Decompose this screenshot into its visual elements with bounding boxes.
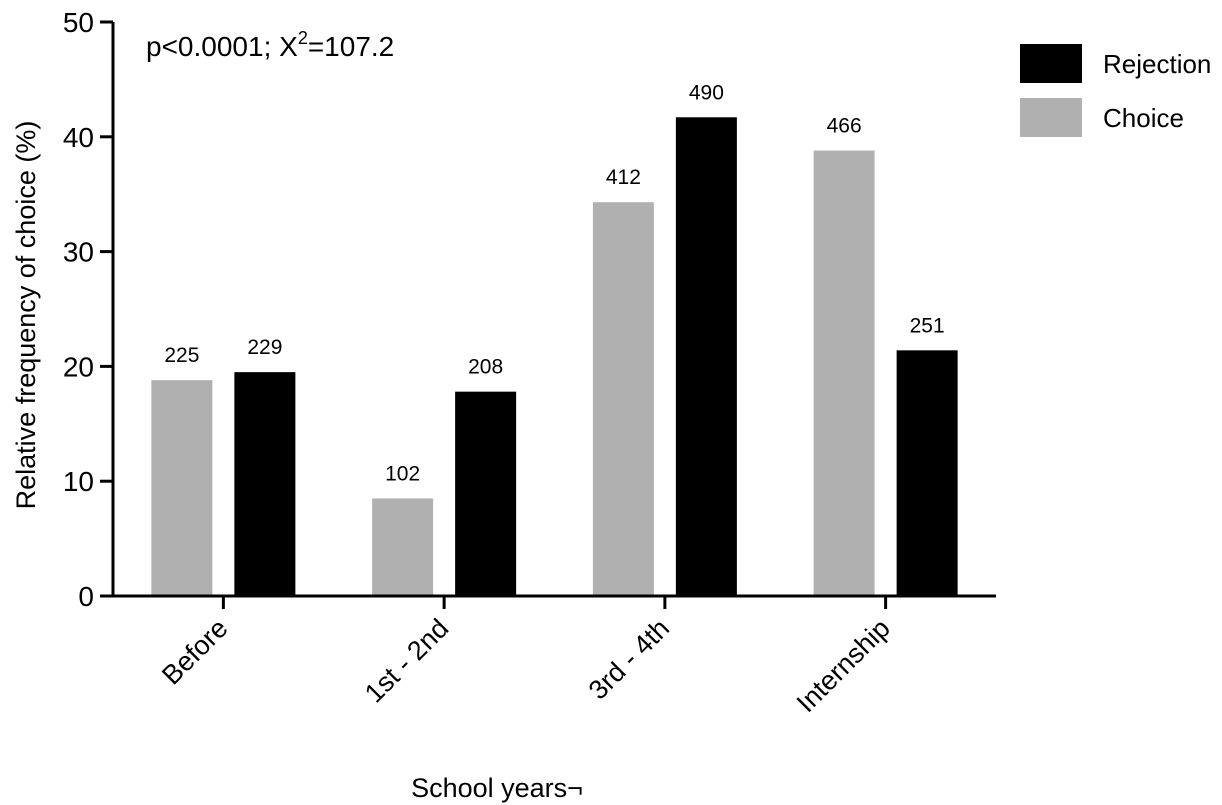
y-tick-label-5: 50: [63, 7, 94, 38]
bar-choice-2: [592, 202, 654, 596]
bar-rejection-1: [455, 391, 517, 596]
bar-rejection-2: [675, 117, 737, 596]
x-ticks-group: Before 1st - 2nd 3rd - 4th Internship: [156, 596, 896, 718]
bar-rejection-0: [234, 372, 296, 596]
data-label-rejection-1: 208: [468, 356, 503, 379]
legend-label-rejection: Rejection: [1103, 49, 1211, 79]
axes-group: [111, 22, 996, 598]
legend-swatch-choice: [1020, 98, 1082, 137]
legend-swatch-rejection: [1020, 44, 1082, 83]
y-ticks-group: 0 10 20 30 40 50: [63, 7, 113, 612]
data-label-rejection-2: 490: [689, 81, 724, 104]
bar-choice-0: [151, 380, 213, 596]
data-labels-group: 225 229 102 208 412 490 466 251: [164, 81, 944, 485]
legend: Rejection Choice: [1020, 44, 1211, 137]
y-tick-label-2: 20: [63, 351, 94, 382]
y-tick-label-3: 30: [63, 237, 94, 268]
bar-rejection-3: [896, 350, 958, 596]
y-tick-label-4: 40: [63, 122, 94, 153]
annotation-text-before: p<0.0001; X: [146, 31, 298, 62]
data-label-rejection-3: 251: [910, 314, 945, 337]
bar-choice-1: [372, 498, 434, 596]
annotation-superscript: 2: [298, 28, 308, 48]
data-label-rejection-0: 229: [247, 336, 282, 359]
y-tick-label-1: 10: [63, 466, 94, 497]
x-axis-title: School years¬: [411, 773, 583, 803]
legend-label-choice: Choice: [1103, 103, 1184, 133]
stats-annotation: p<0.0001; X2=107.2: [146, 28, 394, 62]
data-label-choice-0: 225: [164, 344, 199, 367]
y-axis-title: Relative frequency of choice (%): [11, 121, 41, 510]
x-tick-label-3: Internship: [791, 613, 896, 718]
x-tick-label-2: 3rd - 4th: [583, 613, 675, 705]
bars-group: [151, 117, 958, 597]
data-label-choice-2: 412: [606, 166, 641, 189]
bar-choice-3: [813, 150, 875, 597]
data-label-choice-3: 466: [827, 115, 862, 138]
x-tick-label-1: 1st - 2nd: [359, 613, 455, 709]
annotation-text-after: =107.2: [308, 31, 394, 62]
x-tick-label-0: Before: [156, 613, 233, 690]
data-label-choice-1: 102: [385, 462, 420, 485]
y-tick-label-0: 0: [78, 581, 94, 612]
